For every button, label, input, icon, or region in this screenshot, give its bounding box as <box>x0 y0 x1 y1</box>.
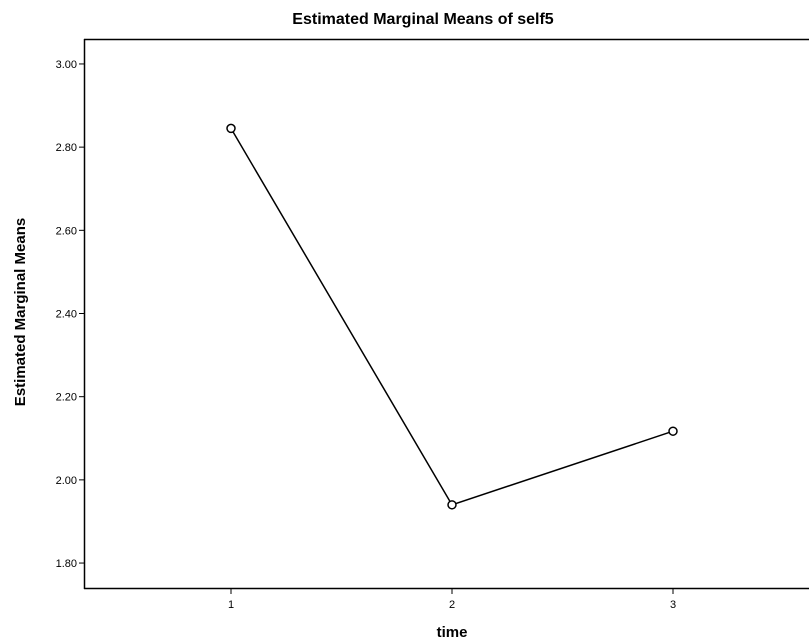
x-tick-label: 2 <box>449 599 455 611</box>
x-tick-label: 3 <box>670 599 676 611</box>
y-axis-title: Estimated Marginal Means <box>12 218 29 406</box>
y-tick-label: 1.80 <box>56 558 77 570</box>
data-point-marker <box>668 426 678 436</box>
y-tick-label: 2.20 <box>56 392 77 404</box>
series-markers <box>226 123 678 510</box>
y-axis-ticks: 1.80 2.00 2.20 2.40 2.60 2.80 3.00 <box>56 59 84 570</box>
chart-title: Estimated Marginal Means of self5 <box>292 11 554 28</box>
y-tick-label: 2.40 <box>56 309 77 321</box>
y-tick-label: 2.60 <box>56 225 77 237</box>
data-point-marker <box>447 500 457 510</box>
y-tick-label: 2.00 <box>56 475 77 487</box>
x-axis-title: time <box>437 624 468 641</box>
x-axis-ticks: 1 2 3 <box>228 588 676 611</box>
data-point-marker <box>226 123 236 134</box>
y-tick-label: 2.80 <box>56 142 77 154</box>
y-tick-label: 3.00 <box>56 59 77 71</box>
x-tick-label: 1 <box>228 599 234 611</box>
